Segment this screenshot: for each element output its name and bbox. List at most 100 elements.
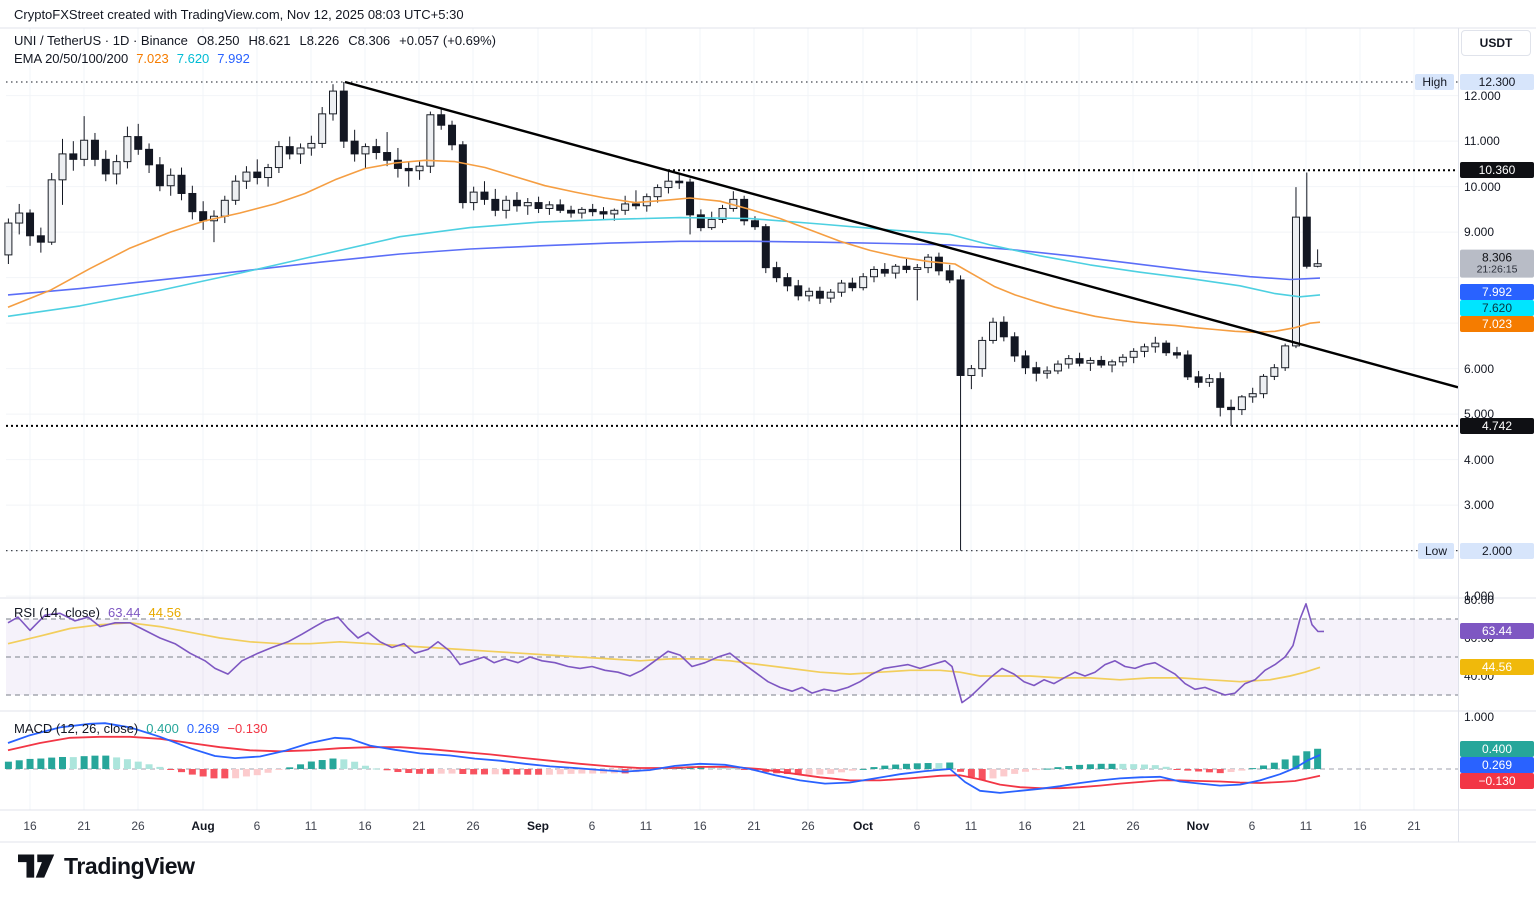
currency-button[interactable]: USDT [1461,30,1531,56]
candle-body [718,207,727,220]
macd-histogram-bar [816,769,824,775]
price-tick-label: 10.000 [1464,179,1501,194]
candle-body [1032,367,1041,374]
candle-body [1140,346,1149,352]
candle-body [242,171,251,182]
macd-histogram-bar [156,766,164,769]
candle-body [415,165,424,172]
candle-body [448,124,457,146]
time-tick-label: Aug [191,819,215,833]
candle-body [653,187,662,198]
macd-histogram-bar [394,769,402,773]
macd-line-value: 0.269 [186,721,220,736]
macd-histogram-bar [1065,766,1073,769]
candle-body [934,256,943,272]
candle-body [1270,367,1279,377]
time-tick-label: 26 [1126,819,1140,833]
candle-body [556,204,565,211]
macd-histogram-bar [1086,764,1094,769]
candle-body [361,146,370,155]
macd-histogram-bar [480,769,488,775]
macd-histogram-bar [1011,769,1019,774]
macd-histogram-bar [1021,769,1029,772]
macd-histogram-bar [794,769,802,775]
candle-body [437,114,446,126]
macd-histogram-bar [275,769,283,770]
hline-4742-badge: 4.742 [1460,417,1534,434]
macd-histogram-bar [448,769,456,774]
candle-body [112,161,121,175]
macd-histogram-bar [600,769,607,774]
candle-body [491,198,500,211]
candle-body [696,214,705,229]
candle-body [80,139,89,160]
macd-histogram-bar [935,763,943,769]
symbol-legend[interactable]: UNI / TetherUS · 1D · Binance O8.250 H8.62… [14,33,505,48]
macd-histogram-bar [470,769,478,775]
macd-histogram-bar [1249,768,1257,770]
time-tick-label: 6 [913,819,921,833]
rsi-line [7,603,1325,704]
macd-histogram-bar [1270,762,1278,769]
macd-histogram-bar [1141,764,1148,769]
macd-histogram-bar [848,769,856,771]
descending-trendline [344,80,1459,389]
macd-legend[interactable]: MACD (12, 26, close) 0.400 0.269 −0.130 [14,721,275,736]
macd-histogram-bar [340,759,348,769]
ema-legend[interactable]: EMA 20/50/100/200 7.023 7.620 7.992 [14,51,258,66]
candle-body [599,211,608,215]
macd-histogram-bar [361,765,369,769]
candle-body [1183,354,1192,378]
last-price-badge: 8.306 21:26:15 [1460,249,1534,279]
rsi-value-badge: 63.44 [1460,623,1534,640]
visible-low-label: Low [1417,542,1454,559]
time-tick-label: 16 [693,819,707,833]
macd-histogram-bar [805,769,813,775]
macd-histogram-bar [1238,769,1246,771]
macd-histogram-bar [783,769,791,775]
last-price-value: 8.306 [1481,250,1513,265]
macd-histogram-bar [232,769,240,779]
candle-body [480,191,489,200]
rsi-legend[interactable]: RSI (14, close) 63.44 44.56 [14,605,189,620]
macd-histogram-bar [372,768,380,770]
candle-body [826,291,835,299]
hline-10360-badge: 10.360 [1460,162,1534,179]
macd-histogram-bar [978,769,986,781]
macd-histogram-bar [210,769,218,779]
candle-body [512,199,521,207]
macd-histogram-bar [297,764,305,769]
macd-histogram-bar [405,769,413,773]
candle-body [999,321,1008,338]
candle-body [4,222,13,256]
macd-histogram-bar [545,769,553,775]
tradingview-wordmark: TradingView [64,852,195,879]
macd-signal-badge: −0.130 [1460,773,1534,789]
candle-body [848,282,857,289]
candle-body [1259,375,1268,395]
macd-histogram-bar [719,766,727,769]
macd-tick-label: 1.000 [1464,710,1495,724]
candle-body [783,277,792,287]
macd-histogram-bar [1162,766,1170,769]
macd-histogram-bar [307,761,315,769]
candle-body [588,208,597,213]
macd-histogram-bar [48,757,56,769]
time-tick-label: Oct [852,819,873,833]
symbol-title[interactable]: UNI / TetherUS · 1D · Binance [14,33,188,48]
tradingview-logo[interactable]: TradingView [18,852,195,880]
candle-body [707,218,716,229]
macd-histogram-bar [188,769,196,775]
macd-histogram-bar [1173,769,1181,770]
high-value-badge: 12.300 [1460,74,1534,90]
macd-histogram-bar [502,769,510,775]
candle-body [285,146,294,155]
candle-body [664,180,673,189]
rsi-ma-value: 44.56 [148,605,182,620]
candle-body [1237,396,1246,411]
candle-body [383,152,392,161]
candle-body [1162,342,1171,354]
macd-histogram-bar [26,758,34,769]
macd-histogram-bar [870,767,878,769]
